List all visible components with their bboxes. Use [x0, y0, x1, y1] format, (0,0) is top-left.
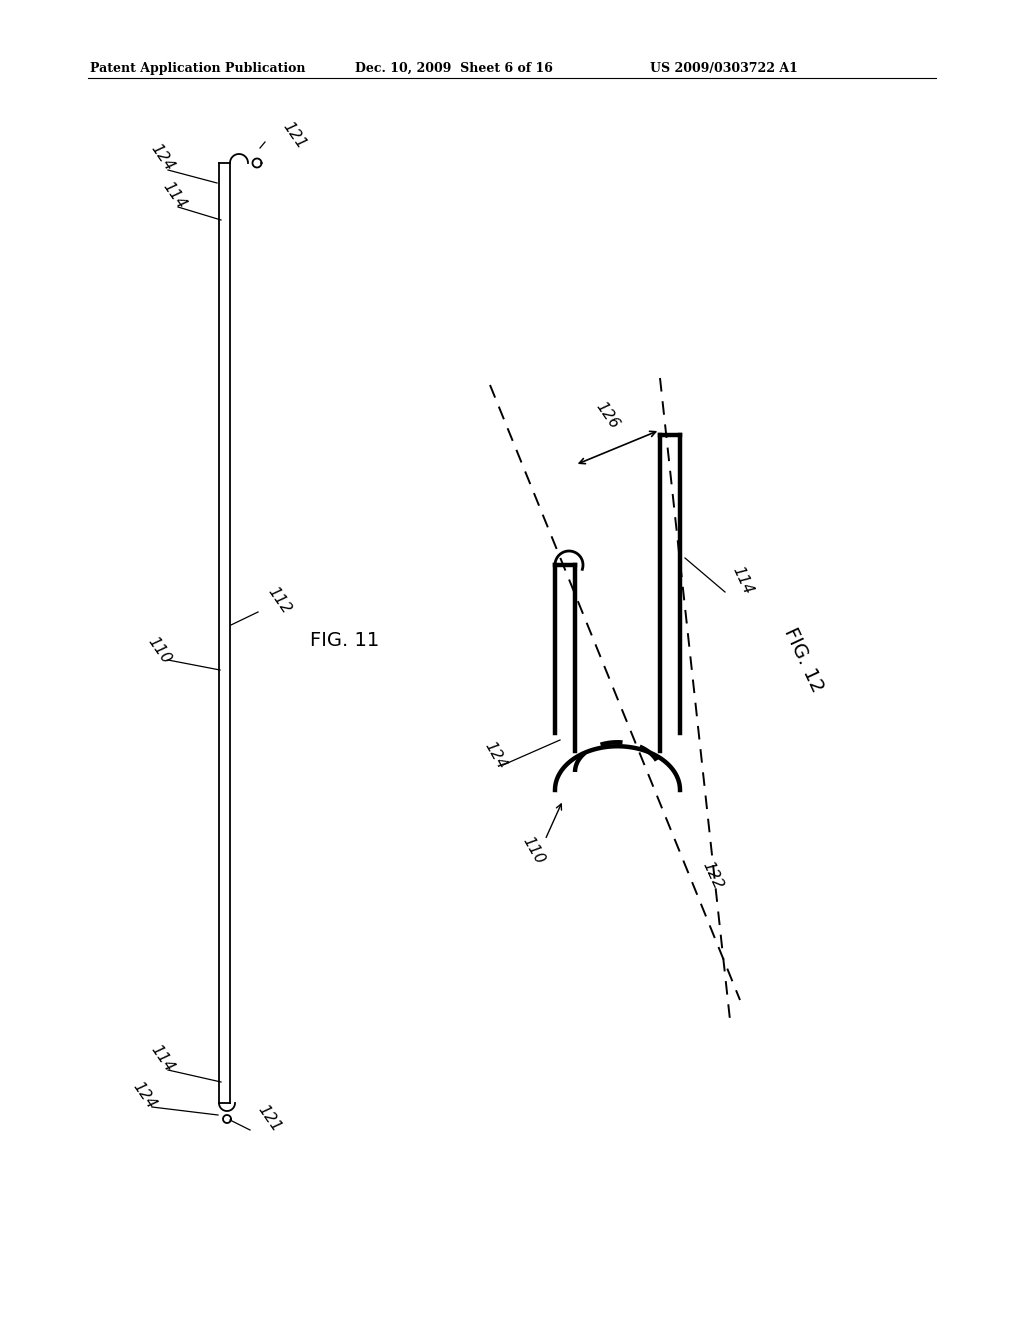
- Text: 124: 124: [482, 739, 510, 771]
- Text: 126: 126: [593, 399, 622, 432]
- Text: 124: 124: [148, 141, 177, 173]
- Text: 114: 114: [148, 1041, 177, 1074]
- Text: 122: 122: [700, 858, 726, 891]
- Text: 121: 121: [280, 119, 309, 152]
- Text: 110: 110: [145, 634, 174, 667]
- Text: 110: 110: [520, 834, 548, 866]
- Text: FIG. 12: FIG. 12: [780, 624, 826, 696]
- Text: 124: 124: [130, 1078, 159, 1111]
- Text: Dec. 10, 2009  Sheet 6 of 16: Dec. 10, 2009 Sheet 6 of 16: [355, 62, 553, 75]
- Text: 114: 114: [160, 178, 189, 211]
- Text: 114: 114: [730, 564, 756, 597]
- Text: US 2009/0303722 A1: US 2009/0303722 A1: [650, 62, 798, 75]
- Text: 112: 112: [265, 583, 294, 616]
- Text: FIG. 11: FIG. 11: [310, 631, 379, 649]
- Text: Patent Application Publication: Patent Application Publication: [90, 62, 305, 75]
- Text: 121: 121: [255, 1102, 284, 1134]
